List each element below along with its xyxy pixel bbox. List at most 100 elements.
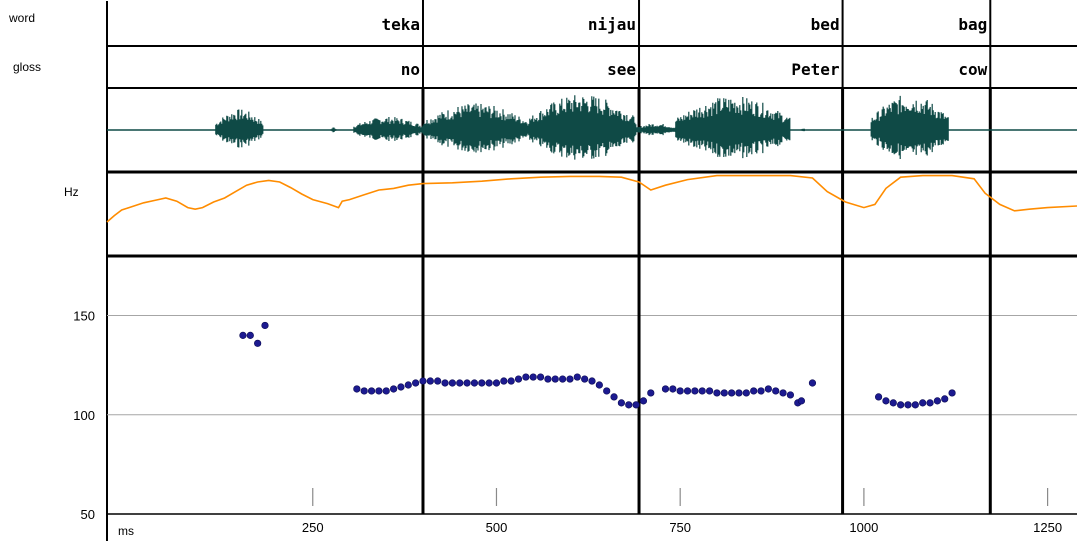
pitch-point <box>750 387 758 395</box>
pitch-point <box>897 401 905 409</box>
pitch-point <box>448 379 456 387</box>
x-tick-label: 500 <box>486 520 508 535</box>
pitch-point <box>742 389 750 397</box>
pitch-point <box>904 401 912 409</box>
pitch-point <box>441 379 449 387</box>
pitch-point <box>522 373 530 381</box>
pitch-point <box>375 387 383 395</box>
word-label: nijau <box>588 15 636 34</box>
pitch-point <box>669 385 677 393</box>
pitch-point <box>507 377 515 385</box>
pitch-point <box>610 393 618 401</box>
pitch-point <box>514 375 523 383</box>
x-tick-label: 1000 <box>849 520 878 535</box>
pitch-point <box>382 387 390 395</box>
pitch-point <box>764 385 772 393</box>
pitch-point <box>529 373 537 381</box>
waveform-segment <box>330 127 337 133</box>
pitch-point <box>933 397 941 405</box>
pitch-point <box>779 389 787 397</box>
pitch-point <box>389 385 398 393</box>
waveform-segment <box>528 95 637 160</box>
pitch-point <box>566 375 574 383</box>
pitch-point <box>478 379 486 387</box>
gloss-tier-label: gloss <box>13 60 41 74</box>
pitch-point <box>463 379 471 387</box>
pitch-point <box>500 377 508 385</box>
intensity-contour <box>106 174 1077 223</box>
pitch-point <box>573 373 581 381</box>
waveform-segment <box>422 103 529 153</box>
y-axis-ticks: 150 100 50 <box>73 309 95 522</box>
pitch-point <box>698 387 706 395</box>
pitch-point <box>948 389 956 397</box>
waveform-segment <box>675 97 791 159</box>
hz-label: Hz <box>64 185 79 199</box>
gloss-label: cow <box>958 60 987 79</box>
word-label: teka <box>381 15 420 34</box>
pitch-point <box>676 387 684 395</box>
ms-label: ms <box>118 524 134 538</box>
waveform-segment <box>635 124 676 136</box>
waveform-segment <box>870 95 949 159</box>
pitch-point <box>254 339 262 347</box>
word-tier: teka nijau bed bag <box>381 15 987 34</box>
pitch-point <box>683 387 692 395</box>
waveform <box>107 95 1077 160</box>
pitch-point <box>360 387 368 395</box>
pitch-point <box>882 397 890 405</box>
pitch-point <box>919 399 927 407</box>
waveform-segment <box>215 109 264 148</box>
y-tick-label: 150 <box>73 309 95 324</box>
x-tick-label: 750 <box>669 520 691 535</box>
pitch-point <box>419 377 427 385</box>
pitch-point <box>661 385 670 393</box>
pitch-point <box>397 383 405 391</box>
word-label: bag <box>958 15 987 34</box>
pitch-point <box>434 377 442 385</box>
pitch-point <box>536 373 545 381</box>
pitch-point <box>720 389 728 397</box>
pitch-point <box>874 393 883 401</box>
waveform-segment <box>800 128 805 132</box>
pitch-points <box>239 321 956 409</box>
pitch-point <box>239 331 247 339</box>
y-gridlines <box>107 315 1077 416</box>
x-tick-label: 250 <box>302 520 324 535</box>
pitch-point <box>588 377 596 385</box>
frames <box>106 1 1077 541</box>
pitch-point <box>735 389 743 397</box>
pitch-point <box>941 395 949 403</box>
pitch-point <box>544 375 552 383</box>
pitch-point <box>261 321 269 330</box>
pitch-point <box>889 399 897 407</box>
waveform-segment <box>353 117 424 141</box>
word-label: bed <box>811 15 840 34</box>
gloss-label: Peter <box>791 60 839 79</box>
pitch-point <box>559 375 567 383</box>
pitch-point <box>595 381 603 389</box>
pitch-point <box>426 377 434 385</box>
x-axis-ticks: 250 500 750 1000 1250 <box>302 488 1062 535</box>
gloss-tier: no see Peter cow <box>401 60 988 79</box>
pitch-point <box>705 387 714 395</box>
pitch-point <box>808 379 817 387</box>
word-tier-label: word <box>8 11 35 25</box>
pitch-point <box>353 385 361 393</box>
y-tick-label: 100 <box>73 408 95 423</box>
pitch-point <box>470 379 479 387</box>
pitch-point <box>911 401 919 409</box>
pitch-point <box>367 387 376 395</box>
pitch-point <box>492 379 501 387</box>
pitch-point <box>246 331 254 339</box>
pitch-point <box>551 375 559 383</box>
pitch-point <box>772 387 780 395</box>
pitch-point <box>639 397 648 405</box>
pitch-point <box>485 379 493 387</box>
pitch-point <box>404 381 412 389</box>
y-tick-label: 50 <box>81 507 95 522</box>
pitch-point <box>926 399 934 407</box>
gloss-label: no <box>401 60 420 79</box>
pitch-point <box>797 397 806 405</box>
